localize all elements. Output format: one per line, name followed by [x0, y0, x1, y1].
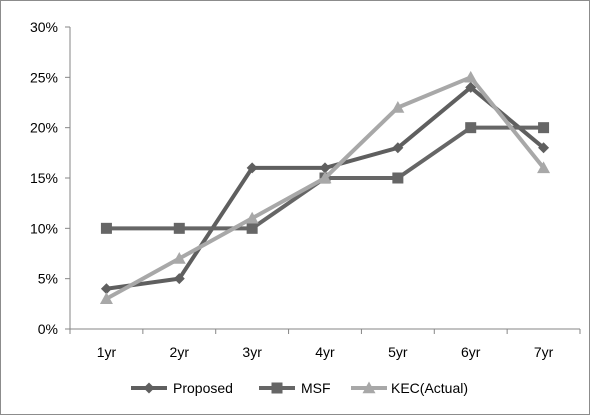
- data-point-kec-actual: [391, 101, 405, 113]
- data-point-kec-actual: [172, 252, 186, 264]
- data-point-msf: [173, 222, 185, 234]
- data-point-proposed: [319, 162, 331, 174]
- data-point-msf: [392, 172, 404, 184]
- data-point-proposed: [538, 142, 550, 154]
- data-point-msf: [465, 122, 477, 134]
- series-proposed: [100, 81, 550, 295]
- x-tick-label: 5yr: [388, 344, 408, 360]
- data-point-proposed: [246, 162, 258, 174]
- data-point-kec-actual: [464, 70, 478, 83]
- series-line-kec-actual: [105, 75, 546, 301]
- data-point-kec-actual: [245, 211, 259, 224]
- series-line-proposed: [106, 85, 545, 291]
- x-tick-label: 3yr: [242, 344, 262, 360]
- y-tick-label: 5%: [38, 271, 58, 287]
- data-point-kec-actual: [537, 161, 551, 174]
- y-tick-label: 30%: [30, 19, 58, 35]
- x-tick-label: 4yr: [315, 344, 335, 360]
- y-tick-label: 10%: [30, 220, 58, 236]
- legend-label: MSF: [301, 380, 331, 396]
- chart-legend: Proposed MSF KEC(Actual): [131, 380, 468, 396]
- legend-label: Proposed: [173, 380, 233, 396]
- data-point-kec-actual: [318, 171, 332, 184]
- legend-item-proposed: Proposed: [131, 380, 233, 396]
- data-point-proposed: [100, 283, 112, 295]
- legend-marker: [271, 382, 283, 394]
- data-point-msf: [538, 122, 550, 134]
- data-point-proposed: [392, 142, 404, 154]
- data-point-kec-actual: [99, 292, 113, 304]
- legend-marker: [143, 382, 155, 394]
- chart-series: [99, 70, 551, 304]
- x-tick-label: 1yr: [97, 344, 117, 360]
- x-tick-label: 2yr: [170, 344, 190, 360]
- y-tick-label: 20%: [30, 120, 58, 136]
- legend-label: KEC(Actual): [391, 380, 468, 396]
- chart-axes: 0% 5% 10% 15% 20% 25% 30% 1yr 2yr 3yr 4yr 5yr 6yr 7yr: [30, 19, 581, 360]
- x-tick-label: 7yr: [534, 344, 554, 360]
- data-point-proposed: [173, 273, 185, 285]
- series-kec-actual: [99, 70, 551, 304]
- legend-item-msf: MSF: [259, 380, 331, 396]
- legend-marker: [362, 381, 376, 394]
- y-tick-label: 15%: [30, 170, 58, 186]
- x-tick-label: 6yr: [461, 344, 481, 360]
- data-point-msf: [100, 222, 112, 234]
- legend-item-kec-actual: KEC(Actual): [351, 380, 468, 396]
- data-point-proposed: [465, 81, 477, 93]
- y-tick-label: 25%: [30, 69, 58, 85]
- data-point-msf: [246, 222, 258, 234]
- y-tick-label: 0%: [38, 321, 58, 337]
